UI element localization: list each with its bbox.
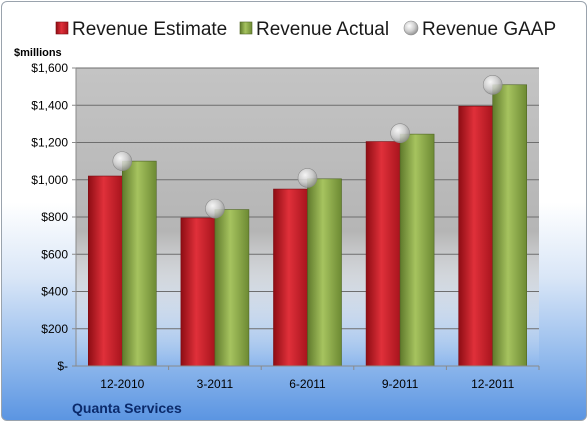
x-tick-label: 3-2011 [197, 377, 234, 391]
bar-revenue-actual [214, 209, 250, 367]
y-tick-label: $1,200 [31, 136, 68, 150]
gaap-markers [112, 74, 503, 219]
x-tick-label: 9-2011 [382, 377, 419, 391]
y-tick-label: $- [57, 359, 68, 373]
y-tick-label: $200 [41, 322, 68, 336]
company-name: Quanta Services [72, 400, 182, 416]
legend-swatch-revenue-estimate [55, 21, 69, 35]
marker-revenue-gaap [390, 123, 410, 143]
y-tick-label: $400 [41, 285, 68, 299]
marker-revenue-gaap [112, 151, 133, 171]
x-tick-label: 12-2011 [471, 377, 514, 391]
bar-revenue-estimate [365, 141, 401, 367]
chart-legend: Revenue Estimate Revenue Actual Revenue GA… [55, 19, 556, 40]
x-axis-ticks: 12-2010 3-2011 6-2011 9-2011 12-2011 [100, 366, 540, 391]
y-tick-label: $1,600 [31, 61, 68, 75]
bar-revenue-estimate [88, 175, 123, 367]
x-tick-label: 12-2010 [100, 377, 144, 391]
y-axis-ticks: $- $200 $400 $600 $800 $1,000 $1,200 $1,400 $1,6… [31, 61, 76, 373]
marker-revenue-gaap [205, 198, 225, 219]
legend-label-revenue-gaap: Revenue GAAP [422, 19, 556, 40]
y-tick-label: $1,000 [31, 173, 68, 187]
bar-revenue-actual [492, 84, 528, 367]
bar-revenue-estimate [458, 105, 494, 367]
bars [88, 84, 528, 367]
bar-revenue-estimate [273, 188, 308, 367]
x-tick-label: 6-2011 [289, 377, 326, 391]
bar-revenue-estimate [180, 217, 216, 367]
y-tick-label: $800 [41, 210, 68, 224]
y-axis-unit-label: $millions [14, 47, 62, 59]
marker-revenue-gaap [482, 74, 503, 95]
legend-label-revenue-actual: Revenue Actual [256, 19, 389, 40]
marker-revenue-gaap [297, 168, 318, 188]
legend-swatch-revenue-gaap [403, 20, 419, 36]
bar-revenue-actual [122, 160, 157, 367]
bar-revenue-actual [399, 133, 435, 367]
y-tick-label: $1,400 [31, 98, 68, 112]
legend-label-revenue-estimate: Revenue Estimate [72, 19, 227, 40]
legend-swatch-revenue-actual [239, 21, 253, 35]
y-tick-label: $600 [41, 247, 68, 261]
bar-revenue-actual [307, 178, 342, 367]
